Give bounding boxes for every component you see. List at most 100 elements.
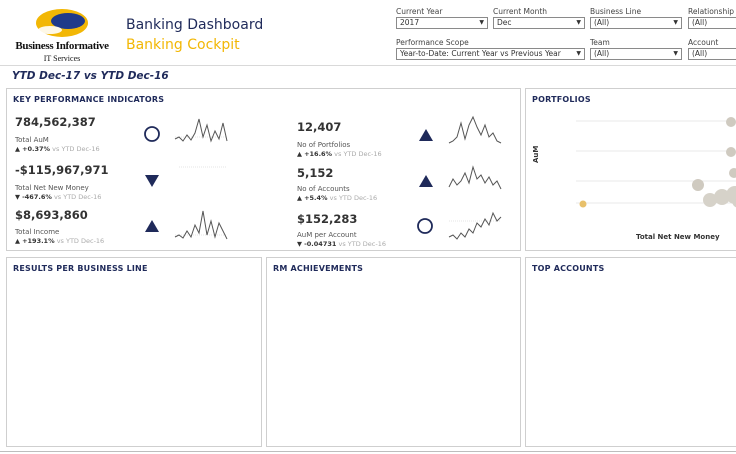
chevron-down-icon: ▼ [576,19,581,26]
select-value: Year-to-Date: Current Year vs Previous Y… [400,49,561,58]
kpi-total-net-new-money[interactable]: -$115,967,971 Total Net New Money ▼ -467… [15,163,109,201]
kpi-total-aum[interactable]: 784,562,387 Total AuM ▲ +0.37% vs YTD De… [15,115,100,153]
neutral-circle-icon [144,126,160,142]
scatter-point [692,179,704,191]
logo-emblem-icon [36,9,88,37]
portfolios-panel: PORTFOLIOS AuM Total Net New Money [525,88,736,251]
kpi-aum-per-account[interactable]: $152,283 AuM per Account ▼ -0.04731 vs Y… [297,212,386,248]
scatter-point [714,189,730,205]
delta-arrow-icon: ▼ [297,240,302,248]
kpi-no-of-portfolios[interactable]: 12,407 No of Portfolios ▲ +16.6% vs YTD … [297,120,382,158]
filter-current-year: Current Year 2017 ▼ [396,6,488,29]
kpi-no-of-accounts[interactable]: 5,152 No of Accounts ▲ +5.4% vs YTD Dec-… [297,166,377,202]
panel-title: KEY PERFORMANCE INDICATORS [13,95,165,104]
company-logo: Business Informative IT Services [12,6,112,64]
filter-account: Account (All) [688,37,736,60]
delta-value: +193.1% [22,237,55,245]
delta-arrow-icon: ▲ [15,237,20,245]
select-value: (All) [594,49,610,58]
kpi-value: 784,562,387 [15,115,96,129]
select-value: (All) [692,18,708,27]
chevron-down-icon: ▼ [673,19,678,26]
relationship-manager-select[interactable]: (All) [688,17,736,29]
app-subtitle: Banking Cockpit [126,37,240,53]
filter-performance-scope: Performance Scope Year-to-Date: Current … [396,37,585,60]
delta-arrow-icon: ▼ [15,193,20,201]
kpi-value: -$115,967,971 [15,163,109,177]
delta-value: +5.4% [304,194,328,202]
filter-label: Current Month [493,7,548,16]
chevron-down-icon: ▼ [479,19,484,26]
kpi-delta: ▲ +5.4% vs YTD Dec-16 [297,194,377,202]
kpi-value: $8,693,860 [15,208,88,222]
panel-title: RM ACHIEVEMENTS [273,264,364,273]
delta-value: -0.04731 [304,240,337,248]
panel-title: RESULTS PER BUSINESS LINE [13,264,148,273]
filter-label: Current Year [396,7,443,16]
period-title: YTD Dec-17 vs YTD Dec-16 [12,70,169,82]
select-value: 2017 [400,18,420,27]
results-per-business-line-panel: RESULTS PER BUSINESS LINE [6,257,262,447]
panel-title: TOP ACCOUNTS [532,264,605,273]
kpi-label: No of Accounts [297,185,350,193]
portfolios-scatter-chart[interactable] [526,89,736,252]
scatter-point [726,147,736,157]
logo-name: Business Informative [15,40,109,52]
delta-arrow-icon: ▲ [15,145,20,153]
top-accounts-panel: TOP ACCOUNTS [525,257,736,447]
scatter-point [703,193,717,207]
scatter-point [732,194,736,208]
sparkline-no-of-accounts [448,165,502,190]
neutral-circle-icon [417,218,433,234]
account-select[interactable]: (All) [688,48,736,60]
dashboard-header: Business Informative IT Services Banking… [0,0,736,66]
chevron-down-icon: ▼ [576,50,581,57]
team-select[interactable]: (All) ▼ [590,48,682,60]
filter-label: Relationship M [688,7,736,16]
chevron-down-icon: ▼ [673,50,678,57]
kpi-value: 5,152 [297,166,334,180]
filter-current-month: Current Month Dec ▼ [493,6,585,29]
kpi-value: 12,407 [297,120,342,134]
select-value: Dec [497,18,512,27]
scatter-point [726,117,736,127]
filter-label: Team [590,38,610,47]
up-triangle-icon [145,220,159,232]
delta-value: +0.37% [22,145,51,153]
current-year-select[interactable]: 2017 ▼ [396,17,488,29]
app-title: Banking Dashboard [126,17,264,33]
filter-business-line: Business Line (All) ▼ [590,6,682,29]
down-triangle-icon [145,175,159,187]
filter-label: Account [688,38,719,47]
logo-subtitle: IT Services [43,54,81,63]
delta-arrow-icon: ▲ [297,150,302,158]
delta-value: -467.6% [22,193,52,201]
delta-comparison: vs YTD Dec-16 [338,240,386,248]
kpi-delta: ▲ +193.1% vs YTD Dec-16 [15,237,104,245]
kpi-label: Total Net New Money [15,184,89,192]
filter-label: Performance Scope [396,38,469,47]
filter-label: Business Line [590,7,642,16]
kpi-delta: ▲ +0.37% vs YTD Dec-16 [15,145,100,153]
select-value: (All) [692,49,708,58]
sparkline-no-of-portfolios [448,115,502,144]
kpi-label: Total AuM [15,136,49,144]
current-month-select[interactable]: Dec ▼ [493,17,585,29]
scatter-point [579,200,587,208]
business-line-select[interactable]: (All) ▼ [590,17,682,29]
performance-scope-select[interactable]: Year-to-Date: Current Year vs Previous Y… [396,48,585,60]
kpi-delta: ▼ -0.04731 vs YTD Dec-16 [297,240,386,248]
up-triangle-icon [419,129,433,141]
delta-value: +16.6% [304,150,333,158]
select-value: (All) [594,18,610,27]
kpi-delta: ▲ +16.6% vs YTD Dec-16 [297,150,382,158]
up-triangle-icon [419,175,433,187]
footer-divider [0,451,736,452]
sparkline-total-income [174,210,228,240]
delta-comparison: vs YTD Dec-16 [329,194,378,202]
kpi-label: No of Portfolios [297,141,351,149]
delta-comparison: vs YTD Dec-16 [56,237,105,245]
kpi-total-income[interactable]: $8,693,860 Total Income ▲ +193.1% vs YTD… [15,208,104,245]
sparkline-total-aum [174,118,228,143]
delta-arrow-icon: ▲ [297,194,302,202]
